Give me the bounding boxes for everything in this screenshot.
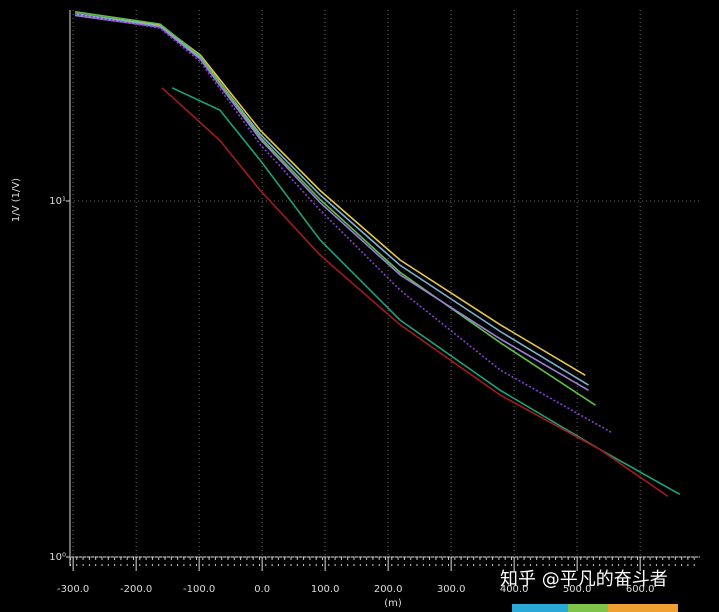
series-line [74,14,589,391]
x-tick-label: 500.0 [563,584,592,595]
watermark: 知乎 @平凡的奋斗者 [500,569,668,590]
x-axis-label: (m) [384,598,402,609]
taskbar-strip [512,604,568,612]
y-tick-label: 10¹ [49,196,66,207]
x-tick-label: 400.0 [500,584,529,595]
x-tick-label: 200.0 [374,584,403,595]
series-line [74,13,612,433]
x-tick-label: 600.0 [626,584,655,595]
y-tick-label: 10⁰ [49,552,66,563]
series-line [74,13,586,376]
x-tick-label: -200.0 [120,584,152,595]
series-line [74,12,589,386]
series-line [74,11,596,406]
x-ruler [70,557,700,566]
taskbar-strip [608,604,678,612]
x-tick-label: 0.0 [254,584,270,595]
x-tick-label: 300.0 [437,584,466,595]
taskbar-strip [568,604,608,612]
series-line [161,87,669,498]
x-tick-label: 100.0 [311,584,340,595]
x-tick-label: -300.0 [57,584,89,595]
x-tick-label: -100.0 [183,584,215,595]
y-axis-label: 1/V (1/V) [11,178,22,222]
